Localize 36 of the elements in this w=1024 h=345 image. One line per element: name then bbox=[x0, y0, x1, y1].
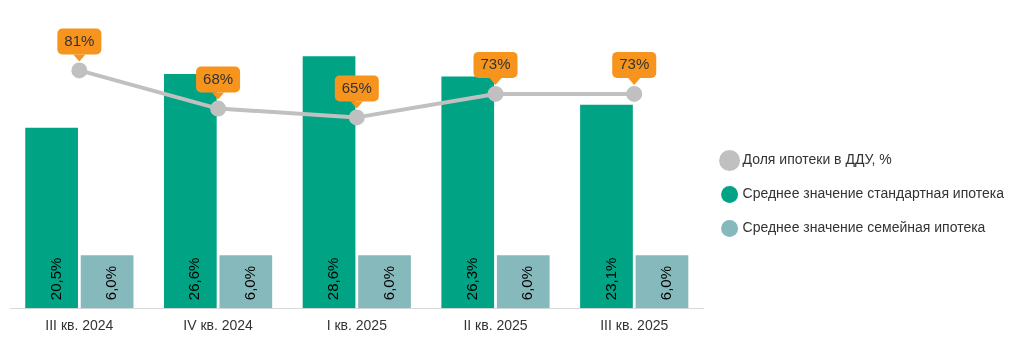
x-tick-label: I кв. 2025 bbox=[326, 317, 388, 334]
x-tick-label: III кв. 2024 bbox=[45, 317, 114, 334]
data-label: 6,0% bbox=[240, 266, 258, 301]
data-label: 65% bbox=[341, 78, 372, 96]
data-label: 73% bbox=[619, 55, 650, 73]
bar bbox=[80, 255, 134, 309]
x-tick-label: III кв. 2025 bbox=[600, 317, 669, 334]
point bbox=[626, 85, 643, 102]
legend-label: Среднее значение семейная ипотека bbox=[742, 219, 986, 236]
x-tick-label: IV кв. 2024 bbox=[183, 317, 254, 334]
bar bbox=[635, 255, 689, 309]
data-label: 28,6% bbox=[324, 257, 342, 301]
bar bbox=[25, 127, 78, 309]
bar bbox=[441, 76, 495, 309]
x-tick-label: II кв. 2025 bbox=[463, 317, 528, 334]
legend-label: Среднее значение стандартная ипотека bbox=[742, 185, 1005, 202]
legend-label: Доля ипотеки в ДДУ, % bbox=[742, 151, 892, 168]
bar bbox=[580, 104, 633, 309]
data-label: 26,3% bbox=[462, 257, 480, 301]
data-label: 20,5% bbox=[46, 257, 64, 301]
data-label: 68% bbox=[203, 69, 234, 87]
point bbox=[348, 109, 365, 126]
data-label: 6,0% bbox=[518, 266, 536, 301]
data-label: 73% bbox=[480, 55, 511, 73]
data-label: 81% bbox=[64, 31, 95, 49]
data-label: 23,1% bbox=[601, 257, 619, 301]
data-label: 6,0% bbox=[102, 266, 120, 301]
data-label: 26,6% bbox=[185, 257, 203, 301]
point bbox=[210, 100, 227, 117]
data-label: 6,0% bbox=[657, 266, 675, 301]
point bbox=[71, 62, 88, 79]
bar bbox=[358, 255, 411, 309]
bar bbox=[219, 255, 273, 309]
data-label: 6,0% bbox=[379, 266, 397, 301]
bar bbox=[496, 255, 550, 309]
point bbox=[487, 85, 504, 102]
